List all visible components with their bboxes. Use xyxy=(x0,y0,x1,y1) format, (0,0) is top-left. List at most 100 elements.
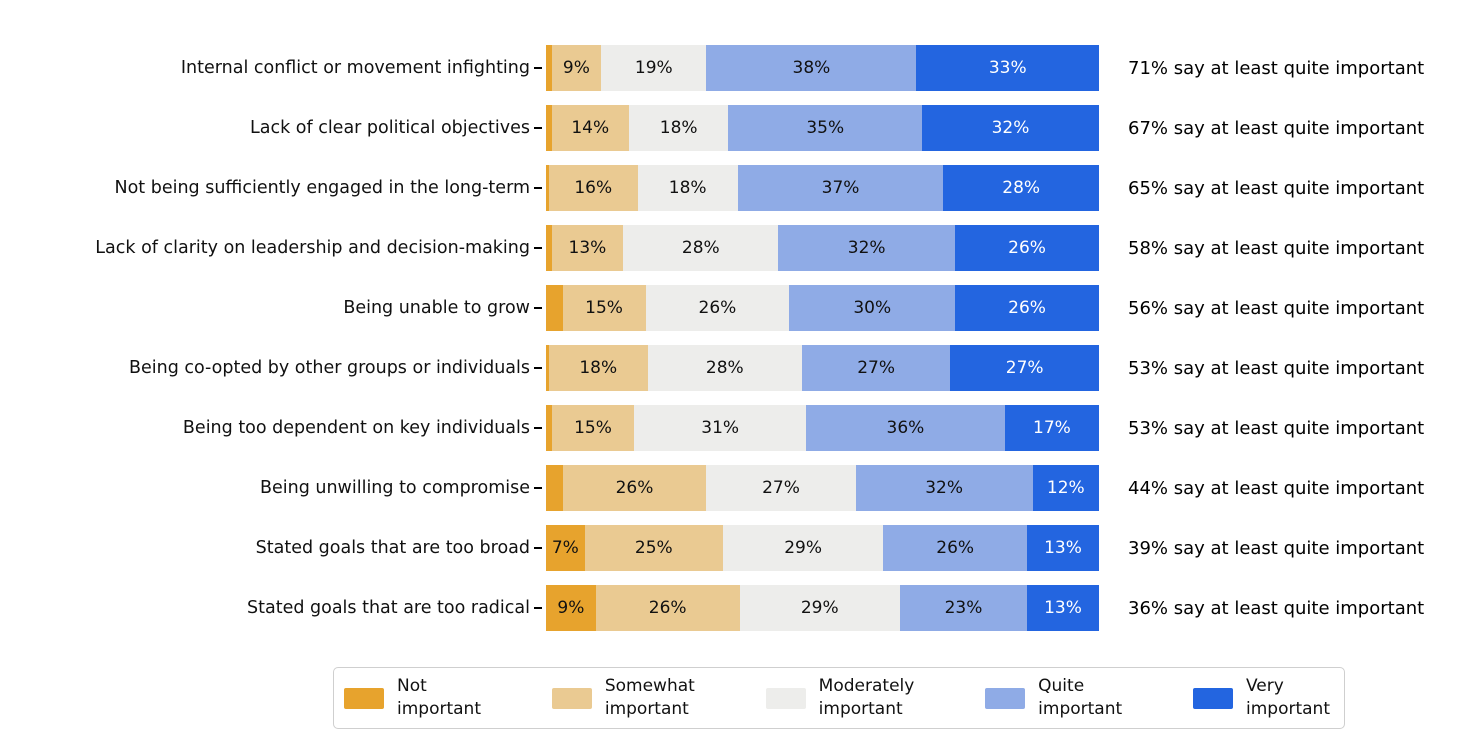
stacked-bar: 14% 18% 35% 32% xyxy=(546,105,1099,151)
legend-item: Quite important xyxy=(985,675,1122,721)
stacked-bar: 18% 28% 27% 27% xyxy=(546,345,1099,391)
legend-swatch xyxy=(1193,687,1233,709)
segment-value-label: 27% xyxy=(1005,358,1044,378)
bar-segment: 28% xyxy=(623,225,779,271)
bar-segment: 26% xyxy=(955,225,1099,271)
segment-value-label: 33% xyxy=(988,58,1027,78)
bar-segment xyxy=(546,465,563,511)
bar-segment xyxy=(546,165,549,211)
category-label: Lack of clarity on leadership and decisi… xyxy=(95,238,530,258)
segment-value-label: 23% xyxy=(944,598,983,618)
bar-segment: 17% xyxy=(1004,405,1099,451)
segment-value-label: 26% xyxy=(615,478,654,498)
bar-segment: 16% xyxy=(548,165,638,211)
segment-value-label: 18% xyxy=(668,178,707,198)
bar-segment: 26% xyxy=(645,285,790,331)
y-axis-tick xyxy=(530,187,546,189)
segment-value-label: 14% xyxy=(571,118,610,138)
row-annotation: 53% say at least quite important xyxy=(1128,357,1425,379)
segment-value-label: 16% xyxy=(574,178,613,198)
stacked-bar: 13% 28% 32% 26% xyxy=(546,225,1099,271)
tick-dash xyxy=(534,487,542,489)
bar-segment: 29% xyxy=(722,525,884,571)
tick-dash xyxy=(534,367,542,369)
segment-value-label: 32% xyxy=(847,238,886,258)
bar-segment: 15% xyxy=(551,405,635,451)
stacked-bar: 9% 19% 38% 33% xyxy=(546,45,1099,91)
bar-segment: 18% xyxy=(628,105,729,151)
bar-segment: 29% xyxy=(739,585,900,631)
bar-segment: 19% xyxy=(601,45,707,91)
category-label: Not being sufficiently engaged in the lo… xyxy=(114,178,530,198)
category-label: Being unable to grow xyxy=(343,298,530,318)
segment-value-label: 13% xyxy=(1044,538,1082,558)
segment-value-label: 28% xyxy=(1002,178,1041,198)
segment-value-label: 26% xyxy=(1008,298,1046,318)
legend-label: Not important xyxy=(397,676,481,719)
chart-row: Lack of clarity on leadership and decisi… xyxy=(0,225,1484,271)
legend-swatch xyxy=(765,687,806,709)
row-annotation: 71% say at least quite important xyxy=(1128,57,1425,79)
tick-dash xyxy=(534,307,542,309)
legend-swatch xyxy=(344,687,384,709)
legend-label: Moderately important xyxy=(818,676,915,719)
segment-value-label: 28% xyxy=(705,358,744,378)
tick-dash xyxy=(534,427,542,429)
category-label: Stated goals that are too radical xyxy=(247,598,530,618)
bar-segment xyxy=(546,45,552,91)
segment-value-label: 35% xyxy=(806,118,845,138)
row-annotation: 67% say at least quite important xyxy=(1128,117,1425,139)
bar-segment: 15% xyxy=(562,285,646,331)
segment-value-label: 38% xyxy=(792,58,831,78)
segment-value-label: 19% xyxy=(634,58,673,78)
segment-value-label: 31% xyxy=(701,418,740,438)
chart-row: Lack of clear political objectives 14% 18%… xyxy=(0,105,1484,151)
bar-segment xyxy=(546,345,549,391)
tick-dash xyxy=(534,67,542,69)
legend-item: Very important xyxy=(1193,675,1330,721)
bar-segment: 12% xyxy=(1032,465,1099,511)
bar-segment: 9% xyxy=(546,585,596,631)
segment-value-label: 12% xyxy=(1046,478,1085,498)
bar-segment: 26% xyxy=(883,525,1028,571)
legend-item: Not important xyxy=(344,675,481,721)
row-annotation: 65% say at least quite important xyxy=(1128,177,1425,199)
chart-row: Being unwilling to compromise 26% 27% 32% 12… xyxy=(0,465,1484,511)
segment-value-label: 37% xyxy=(821,178,860,198)
y-axis-tick xyxy=(530,367,546,369)
tick-dash xyxy=(534,547,542,549)
bar-segment: 28% xyxy=(647,345,802,391)
legend-swatch xyxy=(551,687,592,709)
bar-segment: 38% xyxy=(706,45,917,91)
y-axis-tick xyxy=(530,67,546,69)
segment-value-label: 27% xyxy=(857,358,896,378)
bar-segment xyxy=(546,405,552,451)
y-axis-tick xyxy=(530,487,546,489)
tick-dash xyxy=(534,607,542,609)
y-axis-tick xyxy=(530,547,546,549)
bar-segment: 27% xyxy=(706,465,856,511)
segment-value-label: 26% xyxy=(1008,238,1046,258)
bar-segment: 13% xyxy=(1027,585,1099,631)
bar-segment: 14% xyxy=(551,105,629,151)
legend-label: Somewhat important xyxy=(604,676,695,719)
segment-value-label: 18% xyxy=(579,358,618,378)
bar-segment: 30% xyxy=(789,285,956,331)
segment-value-label: 9% xyxy=(562,58,590,78)
bar-segment: 37% xyxy=(737,165,944,211)
row-annotation: 53% say at least quite important xyxy=(1128,417,1425,439)
segment-value-label: 30% xyxy=(853,298,892,318)
legend-label: Quite important xyxy=(1038,676,1123,719)
bar-segment: 32% xyxy=(778,225,956,271)
chart-row: Being too dependent on key individuals 15… xyxy=(0,405,1484,451)
chart-row: Internal conflict or movement infighting… xyxy=(0,45,1484,91)
bar-segment: 9% xyxy=(551,45,602,91)
bar-segment xyxy=(546,225,552,271)
stacked-bar: 15% 31% 36% 17% xyxy=(546,405,1099,451)
stacked-bar: 15% 26% 30% 26% xyxy=(546,285,1099,331)
chart-row: Stated goals that are too radical 9% 26% 29… xyxy=(0,585,1484,631)
bar-segment: 25% xyxy=(584,525,723,571)
segment-value-label: 36% xyxy=(886,418,925,438)
category-label: Internal conflict or movement infighting xyxy=(180,58,530,78)
bar-segment: 26% xyxy=(595,585,740,631)
